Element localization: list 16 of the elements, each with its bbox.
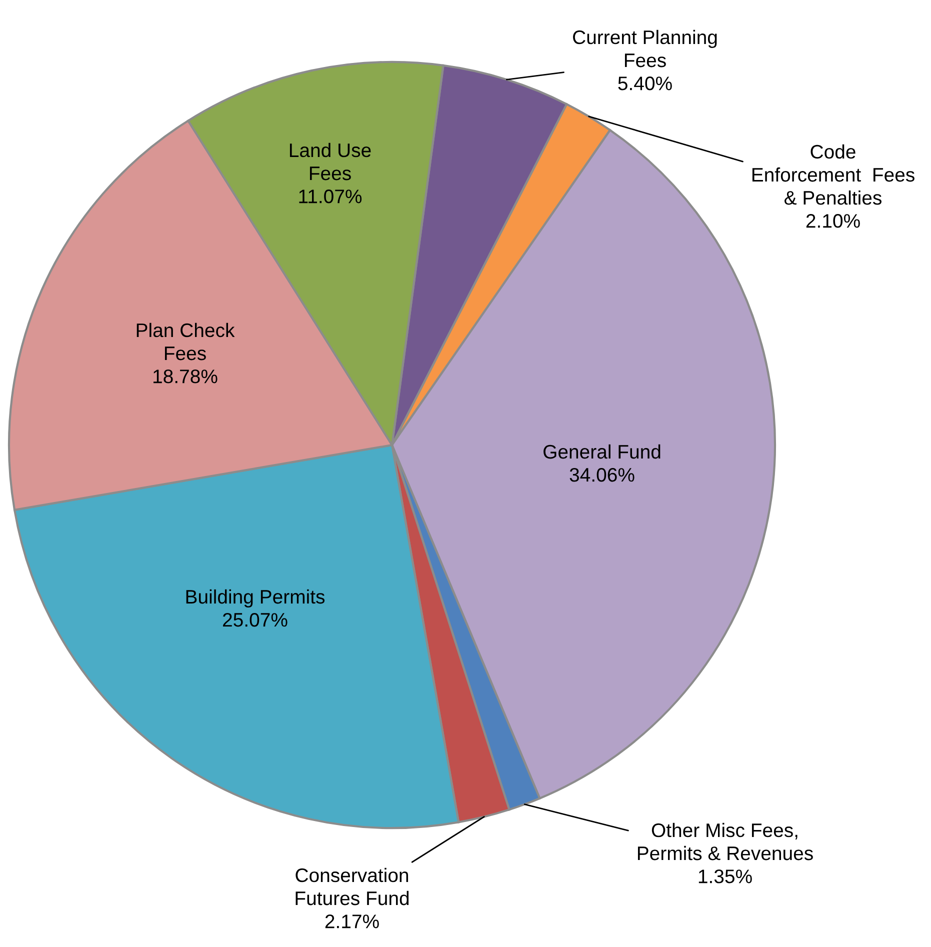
slice-label: Code Enforcement Fees & Penalties xyxy=(752,144,914,205)
slice-label: Current Planning Fees xyxy=(573,30,717,68)
data-label: 1.35% xyxy=(698,870,752,884)
slice-label: Land Use Fees xyxy=(290,142,371,180)
slice-label: Plan Check Fees xyxy=(136,322,235,360)
data-label: 18.78% xyxy=(154,370,218,384)
data-label: 11.07% xyxy=(299,190,362,204)
slice-label: Conservation Futures Fund xyxy=(296,868,409,906)
slice-label: Building Permits xyxy=(186,589,325,608)
slice-label: General Fund xyxy=(544,444,660,459)
data-label: 2.17% xyxy=(325,914,379,928)
data-label: 34.06% xyxy=(570,468,634,482)
slice-label: Other Misc Fees, Permits & Revenues xyxy=(638,822,813,860)
data-label: 2.10% xyxy=(806,214,860,228)
data-label: 5.40% xyxy=(618,76,672,90)
data-label: 25.07% xyxy=(223,612,288,627)
